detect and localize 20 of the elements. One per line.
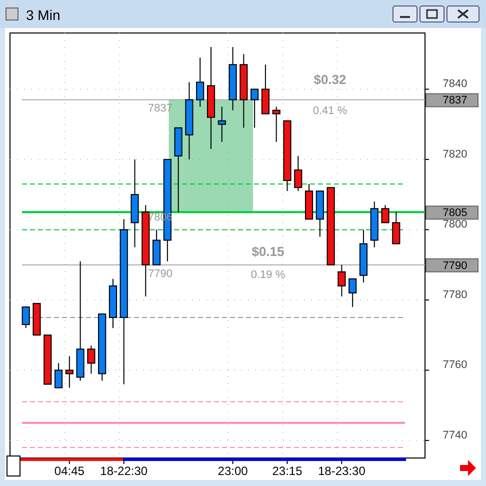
ref-line-label: 7805 (442, 207, 468, 220)
y-tick-label: 7740 (442, 429, 468, 442)
ref-line-label: 7837 (442, 94, 468, 107)
x-tick-label: 18-22:30 (100, 464, 148, 478)
ref-line-label: 7790 (442, 260, 468, 272)
x-tick-label: 23:00 (218, 464, 248, 478)
x-tick-label: 18-23:30 (318, 464, 366, 478)
annotation: $0.15 (252, 244, 284, 259)
y-tick-label: 7800 (442, 218, 468, 231)
y-tick-label: 7840 (442, 78, 468, 90)
y-tick-label: 7820 (442, 148, 468, 160)
x-tick-label: 23:15 (272, 464, 303, 478)
annotation: 7790 (148, 268, 172, 280)
x-tick-label: 04:45 (54, 464, 85, 478)
y-tick-label: 7780 (442, 288, 468, 301)
y-tick-label: 7760 (442, 359, 468, 372)
annotation: $0.32 (314, 72, 346, 87)
chart-title: 3 Min (26, 7, 60, 23)
annotation: 0.41 % (312, 105, 348, 117)
annotation: 0.19 % (250, 269, 286, 281)
